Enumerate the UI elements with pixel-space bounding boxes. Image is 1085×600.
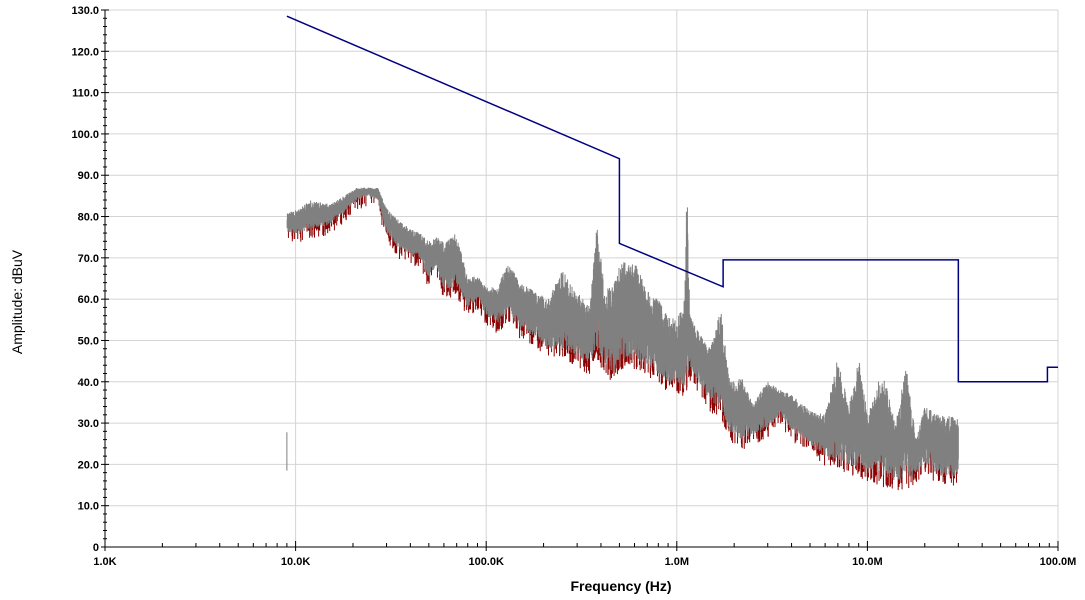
measurement-trace xyxy=(286,187,959,481)
x-tick-label: 10.0K xyxy=(281,556,310,568)
x-tick-label: 10.0M xyxy=(852,556,883,568)
x-tick-label: 100.0M xyxy=(1040,556,1077,568)
x-tick-label: 1.0M xyxy=(665,556,689,568)
y-tick-label: 50.0 xyxy=(78,335,99,347)
y-tick-label: 100.0 xyxy=(71,129,99,141)
y-tick-label: 90.0 xyxy=(78,170,99,182)
y-tick-label: 120.0 xyxy=(71,46,99,58)
y-tick-label: 20.0 xyxy=(78,459,99,471)
y-tick-label: 80.0 xyxy=(78,212,99,224)
y-tick-labels: 0 10.0 20.0 30.0 40.0 50.0 60.0 70.0 80.0 90.0 100… xyxy=(71,5,99,554)
grid-minor xyxy=(103,17,1050,547)
y-tick-label: 60.0 xyxy=(78,294,99,306)
y-tick-label: 40.0 xyxy=(78,377,99,389)
y-tick-label: 130.0 xyxy=(71,5,99,17)
x-tick-label: 100.0K xyxy=(468,556,504,568)
y-tick-label: 70.0 xyxy=(78,253,99,265)
grid-major xyxy=(104,9,1059,547)
y-axis-title: Amplitude: dBuV xyxy=(9,249,25,354)
axes xyxy=(101,9,1059,551)
y-tick-label: 10.0 xyxy=(78,501,99,513)
limit-series xyxy=(286,15,1058,383)
x-axis-title: Frequency (Hz) xyxy=(570,578,671,594)
limit-line xyxy=(286,15,1058,383)
y-tick-label: 0 xyxy=(93,542,99,554)
measurement-series xyxy=(286,187,959,491)
x-tick-labels: 1.0K 10.0K 100.0K 1.0M 10.0M 100.0M xyxy=(93,556,1076,568)
y-tick-label: 30.0 xyxy=(78,418,99,430)
x-tick-label: 1.0K xyxy=(93,556,116,568)
y-tick-label: 110.0 xyxy=(72,88,99,100)
